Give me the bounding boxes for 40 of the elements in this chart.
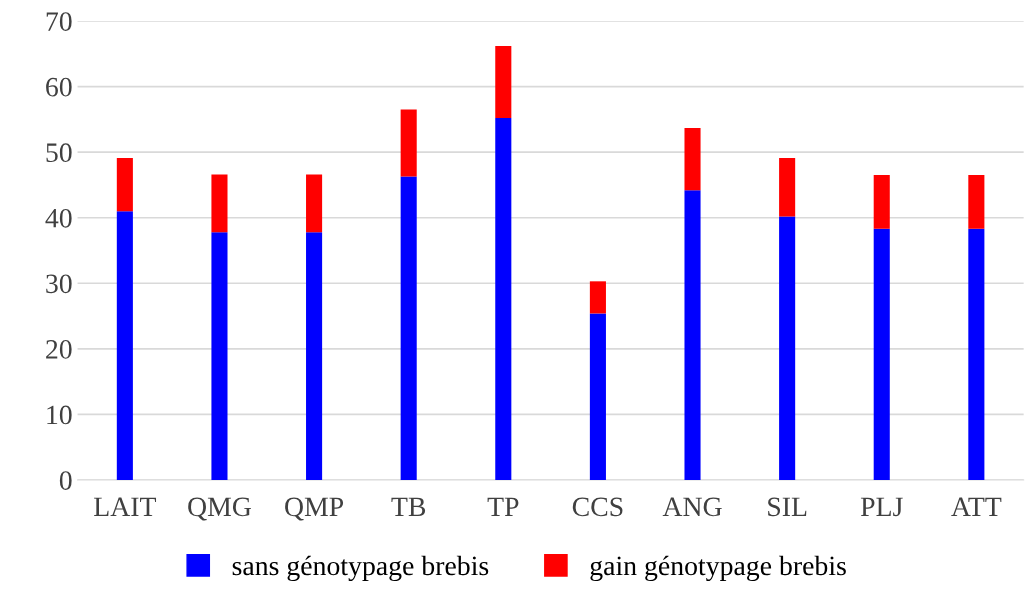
y-tick-label: 0: [59, 471, 72, 490]
bar: [116, 211, 133, 480]
bar: [211, 174, 228, 233]
y-tick-label: 70: [46, 12, 72, 31]
x-tick-label: CCS: [572, 497, 623, 517]
y-tick-label: 40: [45, 208, 72, 228]
x-tick-label: TP: [487, 497, 519, 516]
y-tick-label: 20: [46, 340, 72, 359]
y-tick-label: 30: [46, 274, 72, 294]
bar: [968, 175, 985, 229]
bar: [873, 228, 890, 480]
y-tick-label: 10: [47, 405, 72, 425]
bar: [400, 176, 417, 480]
x-tick-label: ANG: [662, 497, 722, 517]
y-tick-label: 60: [46, 77, 72, 97]
bar: [779, 158, 796, 217]
bar: [779, 216, 796, 480]
x-tick-label: ATT: [951, 497, 1002, 516]
bar: [684, 127, 701, 191]
x-tick-label: PLJ: [860, 497, 903, 517]
bar: [306, 232, 323, 480]
bar: [589, 281, 606, 314]
x-tick-label: TB: [391, 497, 426, 517]
bar: [495, 118, 512, 480]
y-tick-label: 50: [46, 143, 72, 163]
bar: [495, 45, 512, 119]
x-tick-label: SIL: [768, 497, 807, 517]
bar: [306, 174, 323, 233]
bar: [211, 232, 228, 480]
bar: [968, 228, 985, 480]
legend-label: gain génotypage brebis: [590, 555, 846, 581]
bar: [684, 190, 701, 480]
x-tick-label: QMG: [188, 497, 252, 521]
legend-label: sans génotypage brebis: [232, 555, 489, 581]
bar: [116, 158, 133, 212]
bar: [400, 109, 417, 177]
bar: [589, 313, 606, 480]
bar: [873, 175, 890, 229]
x-tick-label: LAIT: [94, 497, 157, 516]
x-tick-label: QMP: [285, 497, 344, 521]
